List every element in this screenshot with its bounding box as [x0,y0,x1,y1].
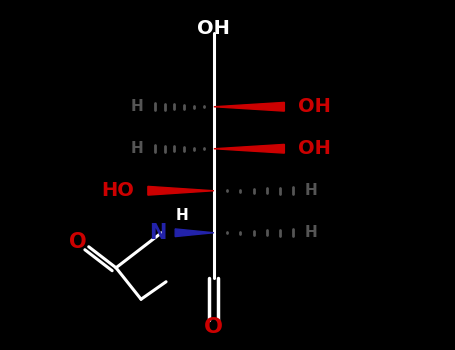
Text: H: H [305,225,318,240]
Text: OH: OH [298,97,331,116]
Text: HO: HO [101,181,134,200]
Polygon shape [214,145,284,153]
Text: H: H [305,183,318,198]
Text: N: N [149,223,166,243]
Text: O: O [69,231,86,252]
Text: H: H [131,141,143,156]
Text: O: O [204,317,223,337]
Text: H: H [131,99,143,114]
Text: OH: OH [197,19,230,37]
Text: H: H [176,208,188,223]
Polygon shape [214,103,284,111]
Polygon shape [148,186,214,195]
Polygon shape [175,229,214,237]
Text: OH: OH [298,139,331,158]
